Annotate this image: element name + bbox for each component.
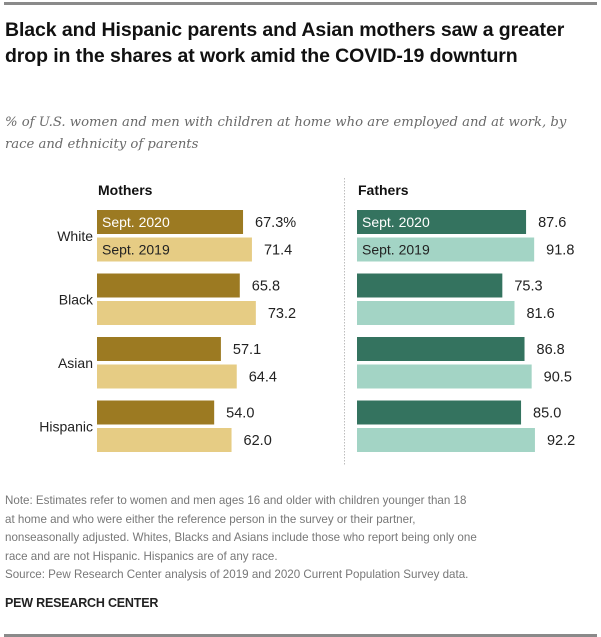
value-label-mothers-black-sept-2020: 65.8 [252, 279, 280, 295]
legend-label-mothers-sept-2019: Sept. 2019 [102, 242, 170, 258]
legend-label-mothers-sept-2020: Sept. 2020 [102, 214, 170, 230]
bar-mothers-hispanic-sept-2020 [97, 400, 215, 425]
bar-fathers-black-sept-2019 [357, 301, 515, 325]
bar-fathers-asian-sept-2019 [357, 364, 532, 389]
category-label-white: White [57, 228, 93, 244]
source-line: Source: Pew Research Center analysis of … [5, 568, 469, 582]
value-label-fathers-white-sept-2020: 87.6 [538, 215, 566, 231]
note-line: Note: Estimates refer to women and men a… [5, 494, 467, 507]
bottom-rule [4, 634, 597, 637]
value-label-mothers-black-sept-2019: 73.2 [268, 306, 296, 322]
value-label-mothers-asian-sept-2020: 57.1 [233, 342, 261, 358]
legend-label-fathers-sept-2019: Sept. 2019 [362, 242, 430, 258]
top-rule [4, 2, 597, 5]
bar-fathers-hispanic-sept-2020 [357, 400, 522, 425]
value-label-fathers-white-sept-2019: 91.8 [546, 243, 574, 259]
value-label-mothers-asian-sept-2019: 64.4 [249, 370, 277, 386]
value-label-fathers-black-sept-2020: 75.3 [514, 279, 542, 295]
category-label-black: Black [59, 292, 94, 308]
value-label-fathers-black-sept-2019: 81.6 [526, 306, 554, 322]
value-label-fathers-asian-sept-2019: 90.5 [544, 370, 572, 386]
bar-mothers-asian-sept-2020 [97, 337, 221, 361]
bar-mothers-asian-sept-2019 [97, 364, 237, 389]
category-label-asian: Asian [58, 355, 93, 371]
note-line: race and are not Hispanic. Hispanics are… [5, 549, 278, 563]
bar-chart: White Black Asian Hispanic Mothers 67.3% Sept.… [39, 178, 575, 466]
bar-mothers-white-sept-2020 [97, 210, 244, 234]
panel-title-fathers: Fathers [358, 182, 409, 198]
pew-research-center-logo: PEW RESEARCH CENTER [5, 596, 159, 610]
bar-mothers-hispanic-sept-2019 [97, 428, 232, 452]
bar-fathers-white-sept-2019 [357, 237, 535, 262]
value-label-fathers-asian-sept-2020: 86.8 [537, 342, 565, 358]
bar-fathers-asian-sept-2020 [357, 337, 525, 361]
panel-title-mothers: Mothers [98, 182, 153, 198]
note-line: at home and who were either the referenc… [5, 512, 416, 526]
bar-mothers-black-sept-2019 [97, 301, 256, 325]
value-label-mothers-white-sept-2020: 67.3% [255, 215, 296, 231]
bar-mothers-black-sept-2020 [97, 273, 240, 298]
bar-fathers-hispanic-sept-2019 [357, 428, 535, 452]
chart-subtitle: % of U.S. women and men with children at… [5, 115, 567, 152]
legend-label-fathers-sept-2020: Sept. 2020 [362, 214, 430, 230]
category-label-hispanic: Hispanic [39, 419, 93, 435]
value-label-fathers-hispanic-sept-2020: 85.0 [533, 406, 561, 422]
value-label-mothers-white-sept-2019: 71.4 [264, 243, 292, 259]
chart-title: Black and Hispanic parents and Asian mot… [5, 19, 565, 67]
value-label-mothers-hispanic-sept-2020: 54.0 [226, 406, 254, 422]
value-label-fathers-hispanic-sept-2019: 92.2 [547, 433, 575, 449]
note-line: nonseasonally adjusted. Whites, Blacks a… [5, 531, 477, 545]
bar-fathers-white-sept-2020 [357, 210, 527, 234]
bar-fathers-black-sept-2020 [357, 273, 503, 298]
value-label-mothers-hispanic-sept-2019: 62.0 [244, 433, 272, 449]
footnote: Note: Estimates refer to women and men a… [5, 492, 597, 585]
bar-mothers-white-sept-2019 [97, 237, 252, 262]
